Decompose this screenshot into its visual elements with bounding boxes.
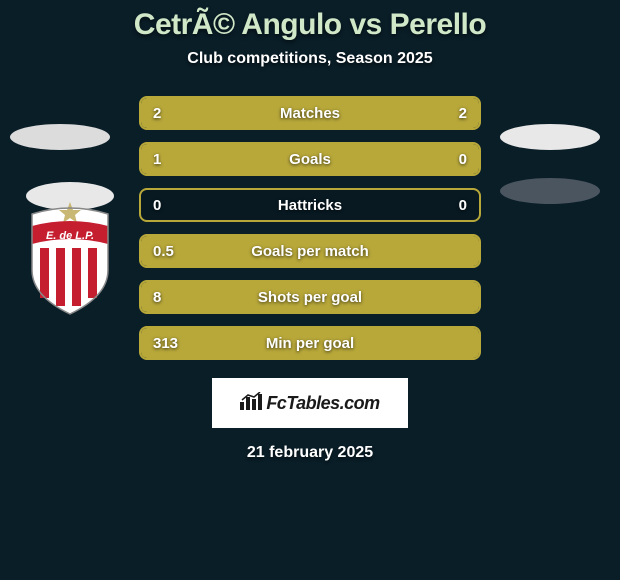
stat-row: 8 Shots per goal: [139, 280, 481, 314]
stat-label: Goals per match: [251, 243, 369, 260]
fctables-badge: FcTables.com: [212, 378, 408, 428]
value-right: 0: [459, 197, 467, 214]
subtitle: Club competitions, Season 2025: [187, 50, 432, 68]
value-left: 0: [153, 197, 161, 214]
stat-row: 1 0 Goals: [139, 142, 481, 176]
value-left: 8: [153, 289, 161, 306]
chart-icon: [240, 392, 262, 415]
value-left: 1: [153, 151, 161, 168]
stat-row: 0 0 Hattricks: [139, 188, 481, 222]
value-left: 0.5: [153, 243, 174, 260]
stat-row: 2 2 Matches: [139, 96, 481, 130]
value-right: 0: [459, 151, 467, 168]
bar-left: [141, 144, 405, 174]
stat-row: 0.5 Goals per match: [139, 234, 481, 268]
value-left: 2: [153, 105, 161, 122]
stat-label: Min per goal: [266, 335, 354, 352]
stat-label: Goals: [289, 151, 331, 168]
stats-list: 2 2 Matches 1 0 Goals 0 0 Hattricks 0.5 Goals per …: [0, 96, 620, 360]
stat-label: Matches: [280, 105, 340, 122]
bar-right: [405, 144, 479, 174]
comparison-card: CetrÃ© Angulo vs Perello Club competitio…: [0, 0, 620, 580]
stat-label: Hattricks: [278, 197, 342, 214]
value-left: 313: [153, 335, 178, 352]
stat-label: Shots per goal: [258, 289, 362, 306]
date-label: 21 february 2025: [247, 444, 373, 462]
value-right: 2: [459, 105, 467, 122]
stat-row: 313 Min per goal: [139, 326, 481, 360]
fctables-label: FcTables.com: [266, 393, 379, 414]
page-title: CetrÃ© Angulo vs Perello: [134, 8, 486, 42]
